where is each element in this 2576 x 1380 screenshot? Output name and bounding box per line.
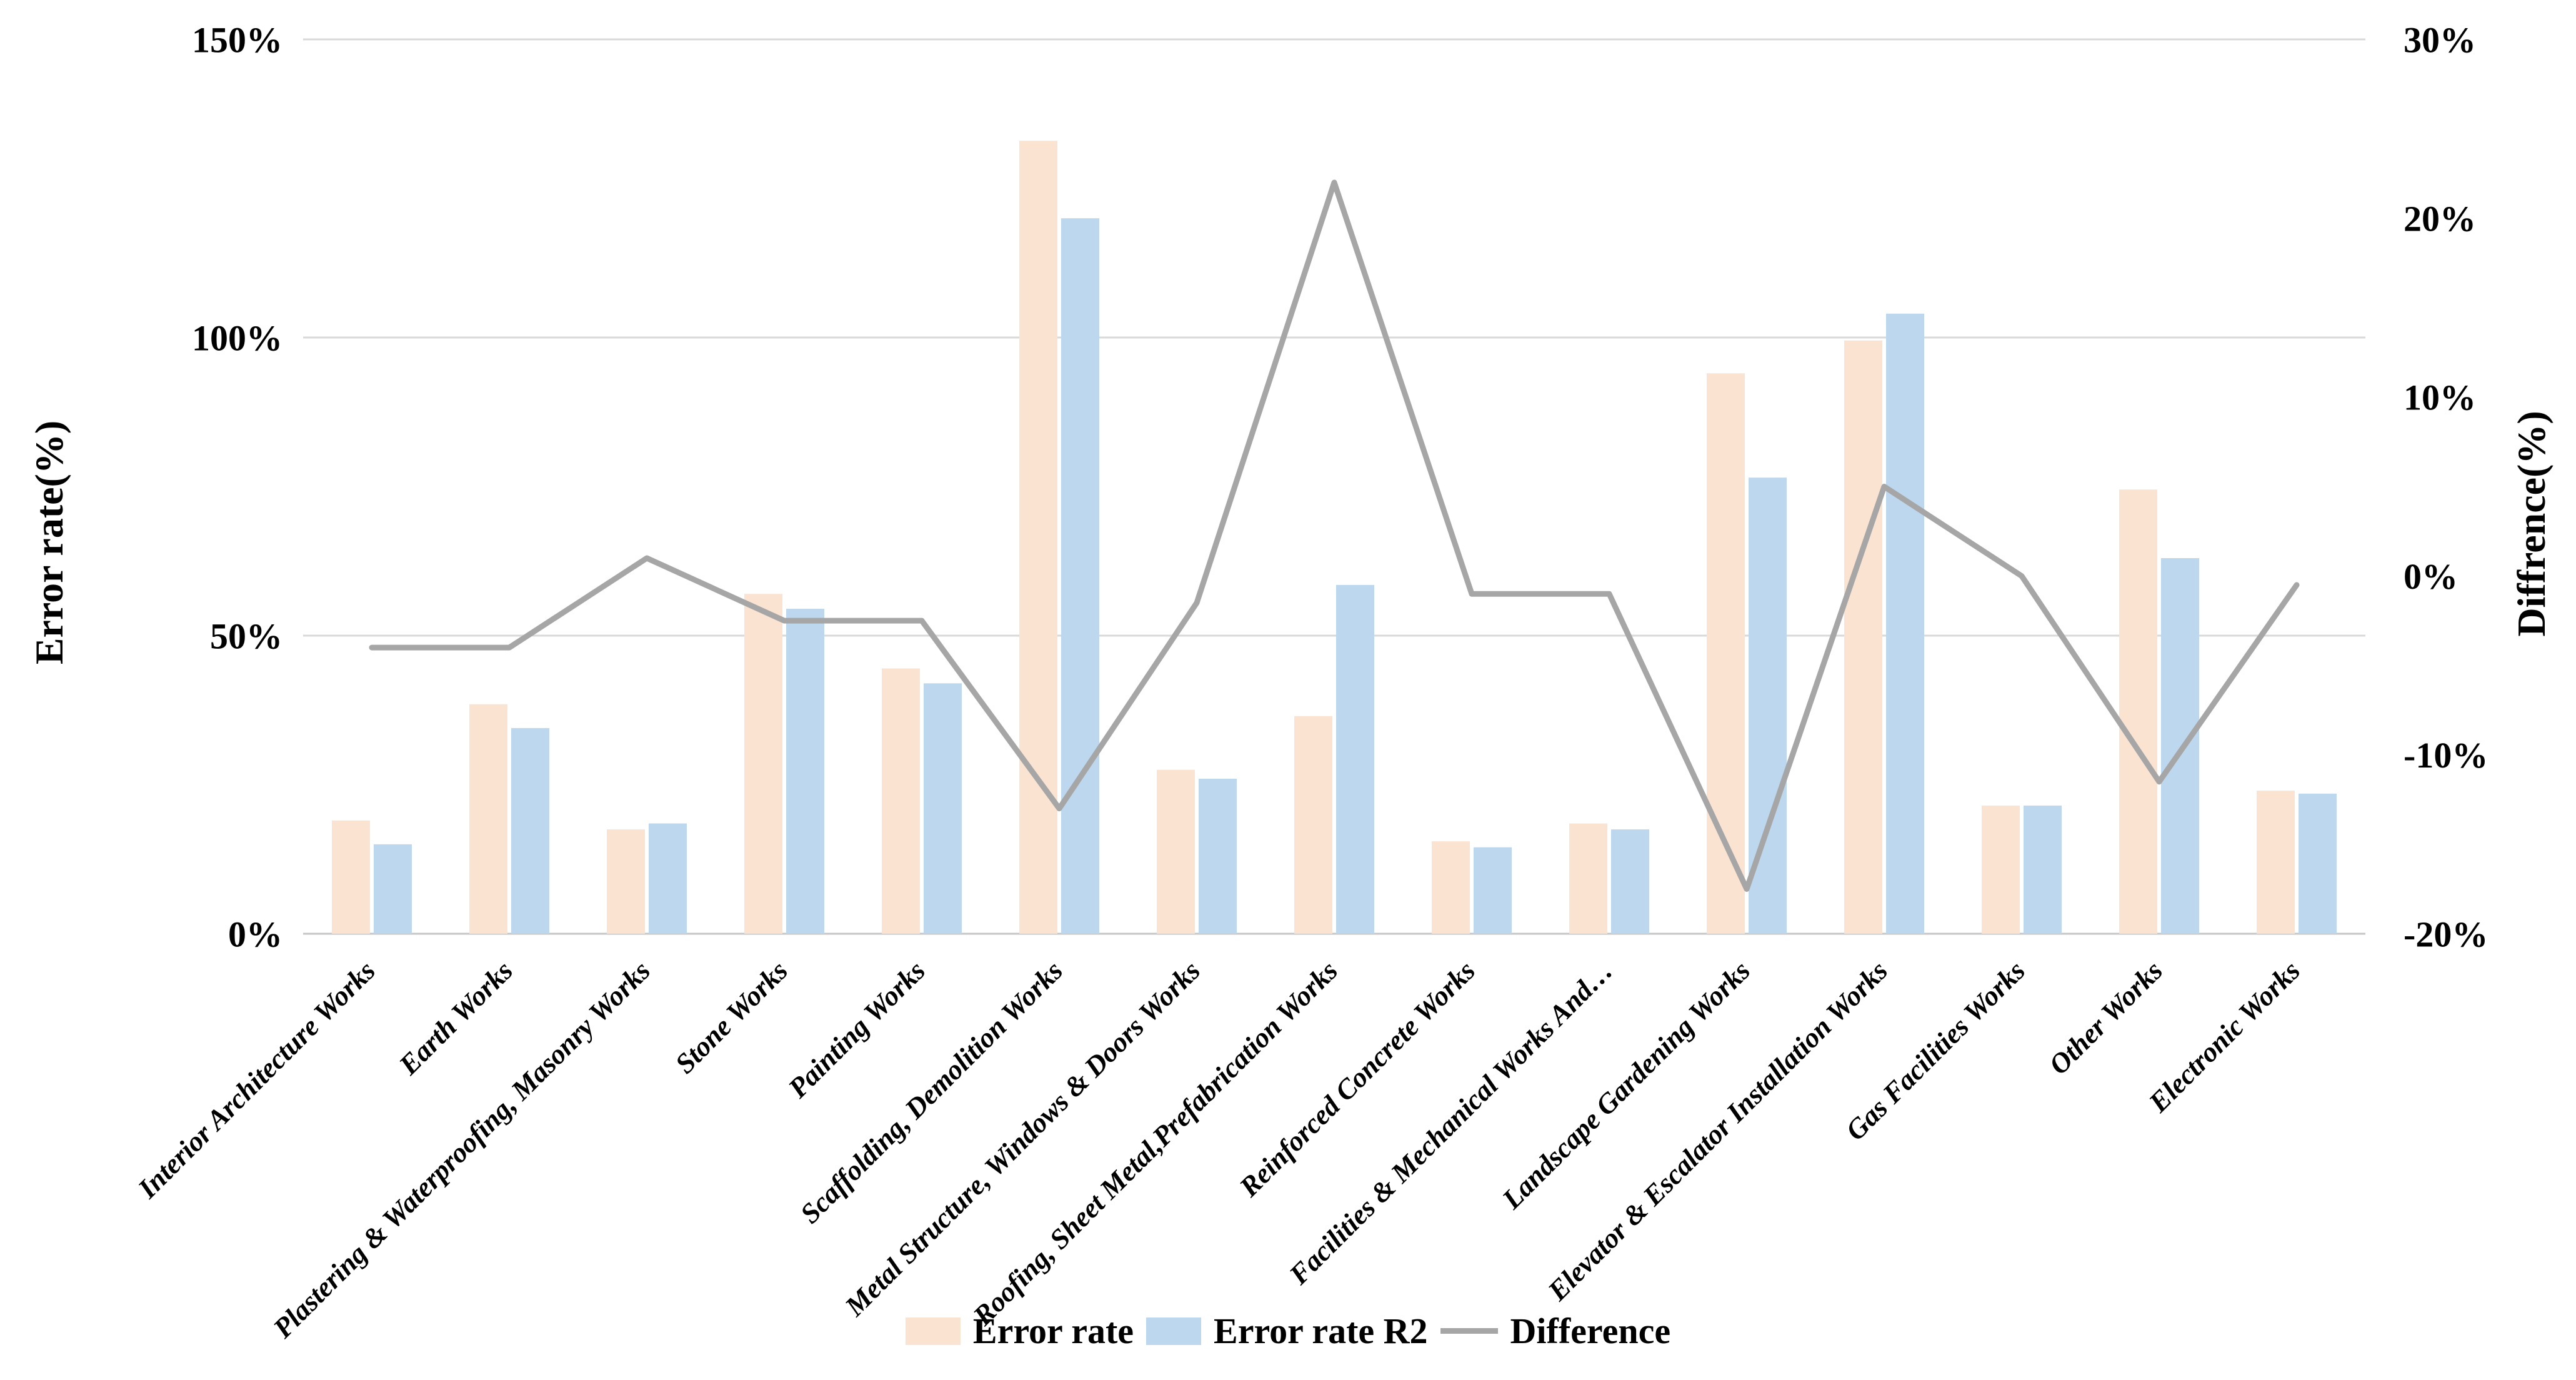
bar-error-rate-r2 [1474,847,1512,934]
bar-error-rate [332,820,370,934]
bar-error-rate-r2 [786,609,824,934]
difference-line [369,179,2300,892]
legend-label-difference: Difference [1510,1311,1671,1351]
bar-error-rate [1157,769,1195,934]
bar-error-rate-r2 [374,844,412,934]
legend-line-swatch-difference [1440,1328,1498,1334]
left-axis-title: Error rate(%) [27,421,71,664]
left-axis-tick: 0% [228,914,282,954]
bar-error-rate-r2 [2024,805,2062,934]
bar-error-rate-r2 [2299,793,2337,934]
x-axis-label: Painting Works [782,955,931,1104]
x-axis-label: Earth Works [392,955,519,1081]
right-axis-tick: 20% [2404,199,2476,239]
legend-swatch-error-rate [905,1317,961,1345]
bar-error-rate [1294,716,1332,934]
right-axis-tick: -10% [2404,735,2488,776]
bar-error-rate [882,668,920,934]
right-axis-title: Diffrence(%) [2509,411,2554,636]
legend-swatch-error-rate-r2 [1146,1317,1202,1345]
left-axis-tick: 150% [192,19,282,60]
x-axis-label: Interior Architecture Works [131,955,381,1205]
bar-error-rate-r2 [1061,218,1099,934]
bar-error-rate [2257,791,2295,934]
bar-error-rate-r2 [924,683,962,934]
bar-error-rate [2119,489,2157,934]
bar-error-rate-r2 [1199,778,1237,934]
bar-error-rate-r2 [1886,313,1924,934]
bar-error-rate-r2 [2161,558,2199,934]
right-axis-tick: -20% [2404,914,2488,954]
legend-label-error-rate-r2: Error rate R2 [1214,1311,1428,1351]
bar-error-rate [744,594,782,934]
bar-error-rate-r2 [511,728,549,934]
left-axis-tick-labels: 0% 50% 100% 150% [192,19,282,954]
gridlines [303,38,2365,935]
bar-error-rate [1844,340,1882,934]
bar-error-rate-r2 [1336,584,1374,934]
right-axis-tick: 0% [2404,556,2458,597]
left-axis-tick: 100% [192,318,282,358]
x-axis-label: Reinforced Concrete Works [1233,955,1481,1203]
bar-error-rate-r2 [1611,829,1649,934]
bar-series [332,141,2337,934]
bar-error-rate [1019,141,1057,934]
bar-error-rate [1569,823,1607,934]
difference-line-series [369,179,2300,892]
legend-label-error-rate: Error rate [972,1311,1134,1351]
bar-error-rate [607,829,645,934]
bar-error-rate [1982,805,2020,934]
x-axis-label: Landscape Gardening Works [1495,955,1756,1216]
x-axis-label: Scaffolding, Demolition Works [794,955,1069,1229]
x-axis-label: Electronic Works [2142,955,2306,1119]
bar-error-rate-r2 [649,823,687,934]
legend: Error rate Error rate R2 Difference [0,1310,2576,1352]
right-axis-tick-labels: -20% -10% 0% 10% 20% 30% [2404,19,2488,954]
x-axis-label: Stone Works [669,955,794,1080]
left-axis-tick: 50% [210,616,282,656]
right-axis-tick: 30% [2404,19,2476,60]
x-axis-label: Other Works [2043,955,2169,1081]
right-axis-tick: 10% [2404,378,2476,418]
bar-error-rate [469,704,507,934]
x-axis-category-labels: Interior Architecture Works Earth WorksPl… [131,955,2306,1344]
bar-error-rate [1432,841,1470,934]
